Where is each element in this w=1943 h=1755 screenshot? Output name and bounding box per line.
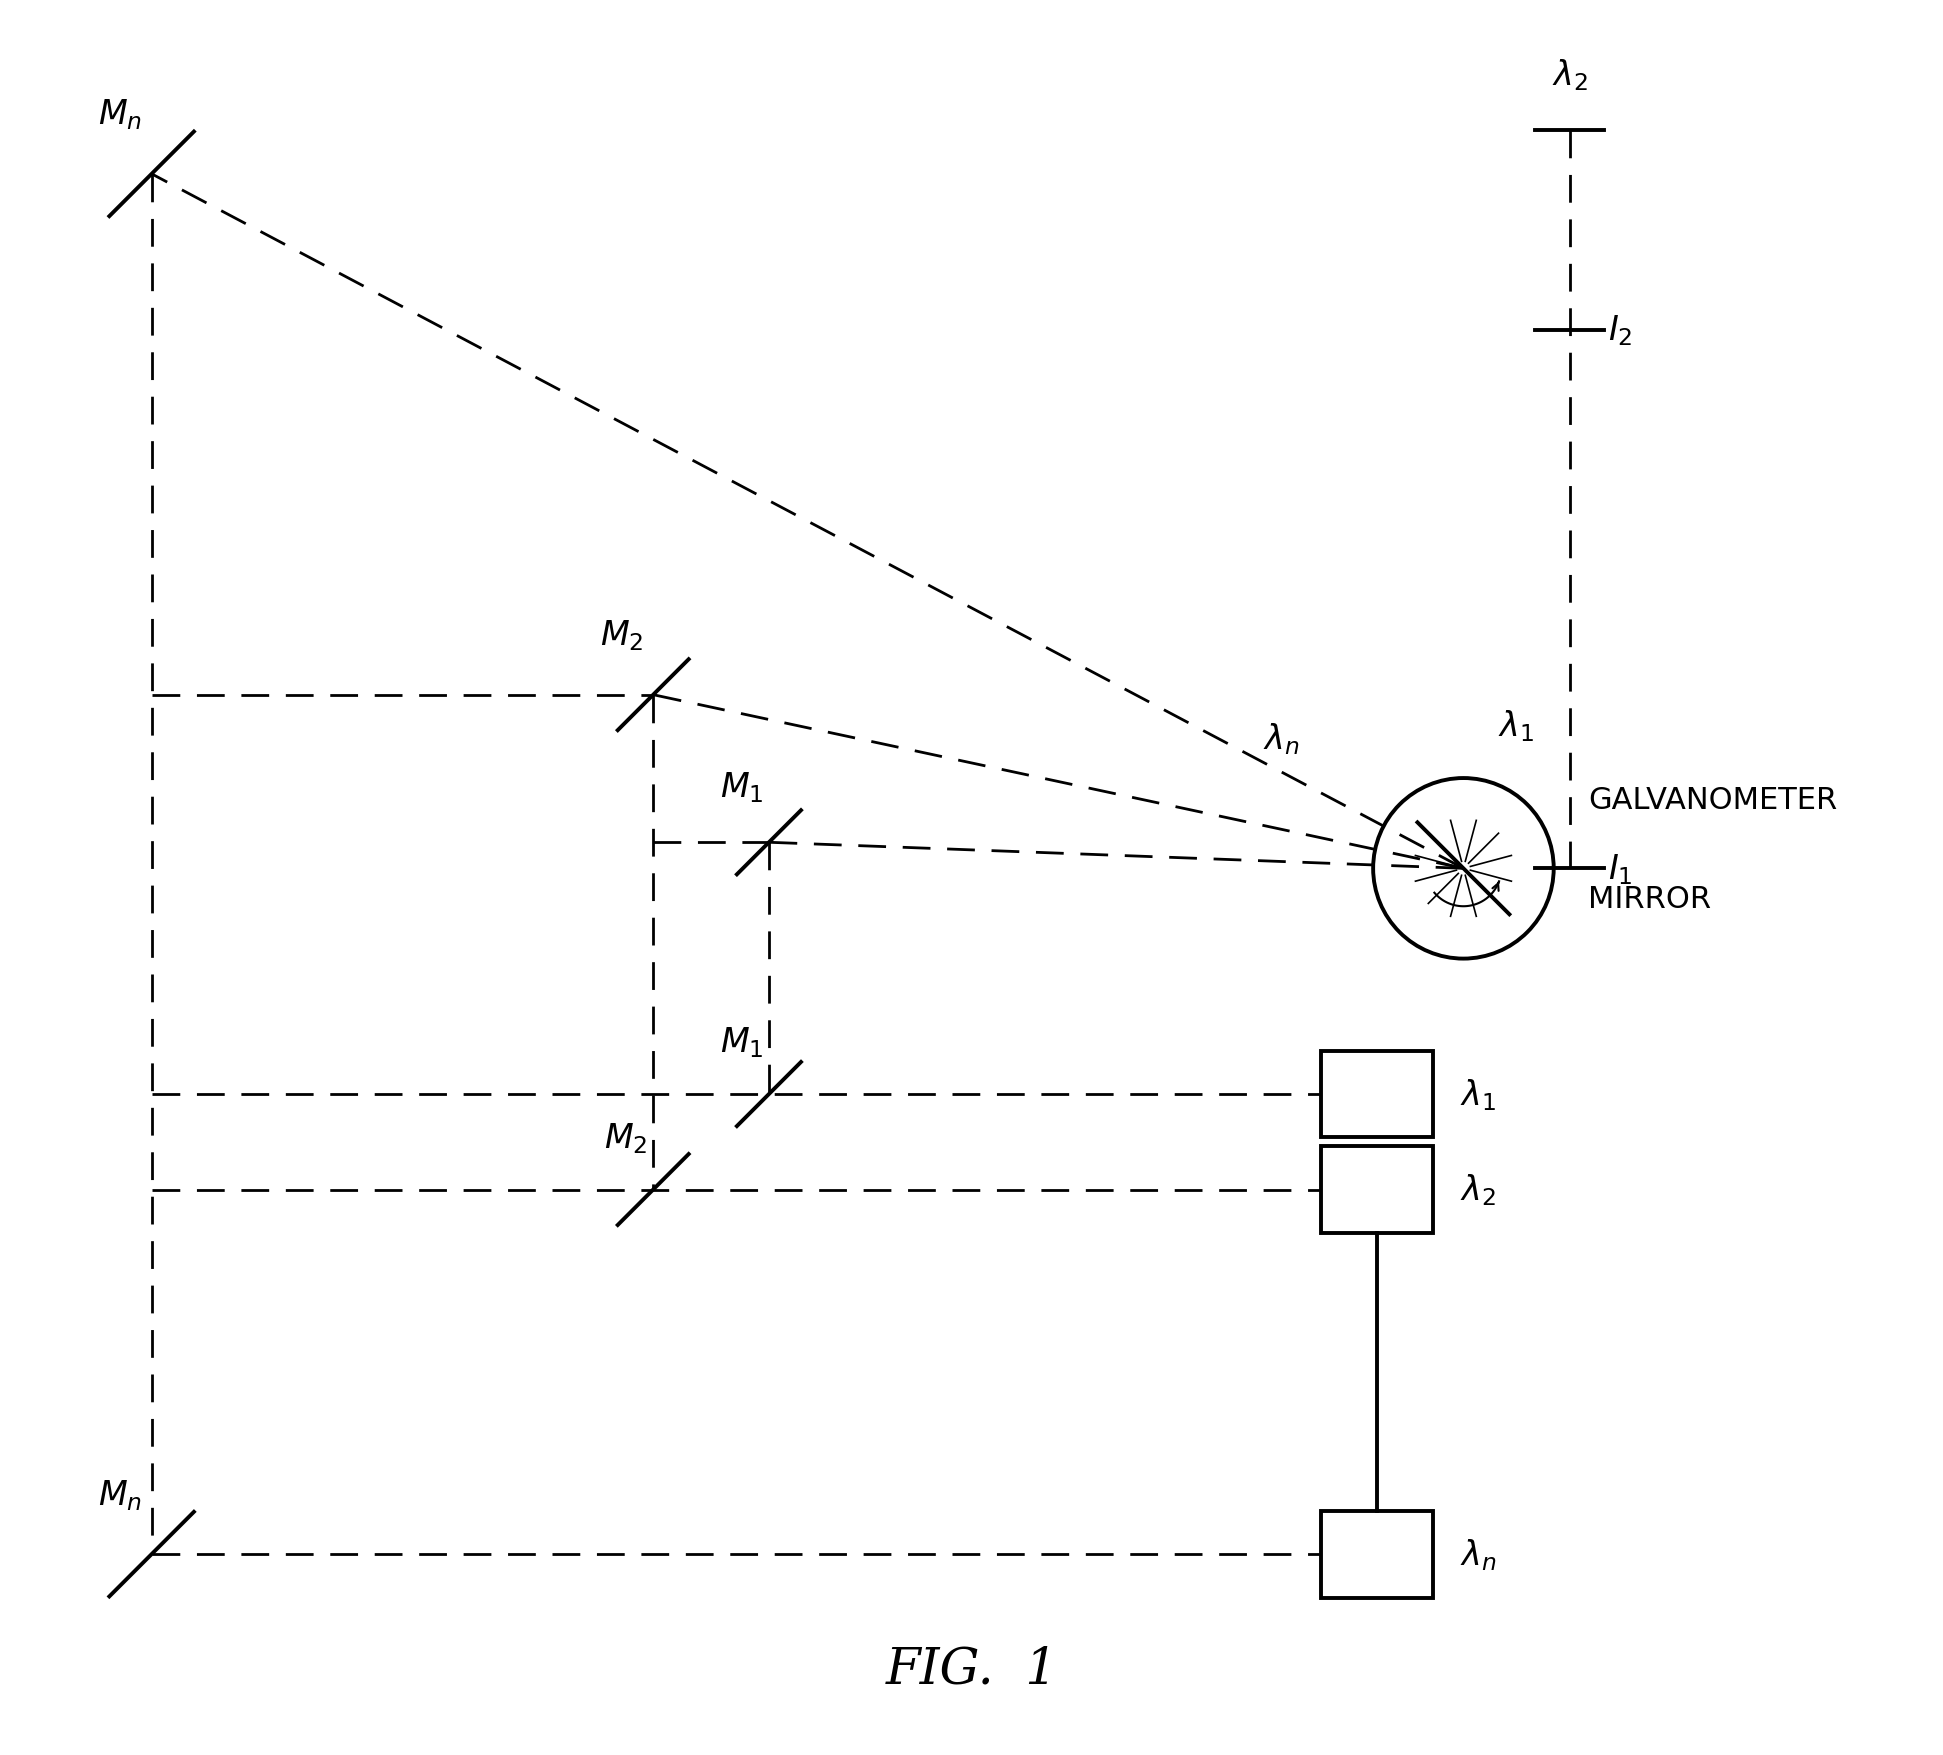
Text: $M_n$: $M_n$: [97, 98, 142, 132]
Text: $I_2$: $I_2$: [1609, 314, 1632, 347]
Text: GALVANOMETER: GALVANOMETER: [1589, 786, 1838, 814]
Text: $M_2$: $M_2$: [600, 618, 643, 653]
Bar: [1321, 1146, 1432, 1234]
Text: $\lambda_n$: $\lambda_n$: [1459, 1536, 1496, 1572]
Text: $\lambda_2$: $\lambda_2$: [1552, 58, 1587, 93]
Text: $I_1$: $I_1$: [1609, 851, 1632, 886]
Text: $M_n$: $M_n$: [97, 1478, 142, 1511]
Text: $\lambda_1$: $\lambda_1$: [1459, 1076, 1496, 1113]
Bar: [1321, 1051, 1432, 1137]
Bar: [1321, 1511, 1432, 1597]
Text: $M_1$: $M_1$: [719, 1025, 764, 1060]
Text: $\lambda_2$: $\lambda_2$: [1459, 1172, 1496, 1207]
Text: MIRROR: MIRROR: [1589, 885, 1712, 913]
Text: $M_1$: $M_1$: [719, 769, 764, 804]
Text: FIG.  1: FIG. 1: [886, 1644, 1057, 1694]
Text: $M_2$: $M_2$: [604, 1120, 647, 1155]
Text: $\lambda_1$: $\lambda_1$: [1498, 707, 1535, 744]
Text: $\lambda_n$: $\lambda_n$: [1263, 721, 1300, 756]
